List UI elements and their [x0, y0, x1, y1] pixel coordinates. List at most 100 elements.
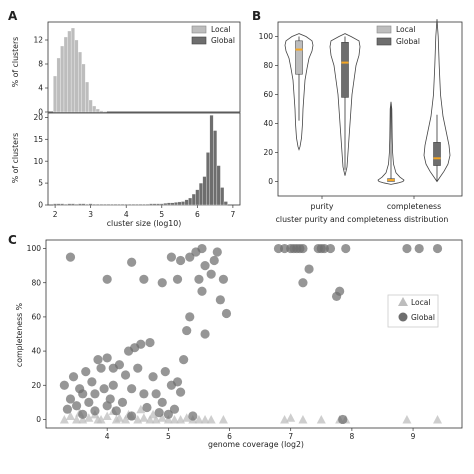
legend-global-swatch — [376, 37, 392, 46]
histogram-bar — [95, 108, 100, 113]
histogram-bar — [223, 201, 228, 206]
global-point — [139, 389, 149, 399]
panel-c-letter: C — [8, 233, 17, 247]
global-point — [84, 397, 94, 407]
violin-iqr-box — [341, 42, 349, 98]
histogram-bar — [60, 45, 65, 113]
panel-a-letter: A — [8, 9, 18, 23]
global-point — [200, 329, 210, 339]
x-tick-label: 8 — [349, 432, 354, 441]
histogram-bar — [85, 81, 90, 113]
local-point — [59, 414, 69, 424]
panel-a-xlabel: cluster size (log10) — [107, 219, 181, 228]
histogram-bar — [70, 27, 75, 113]
y-tick-label: 20 — [263, 148, 273, 157]
histogram-bar — [78, 203, 82, 206]
legend-local-label: Local — [396, 25, 415, 34]
x-tick-label: 7 — [288, 432, 293, 441]
panel-a-top-ylabel: % of clusters — [11, 37, 20, 87]
panel-a-bottom-axes: 0 5 10 15 20 2 3 4 5 6 7 — [33, 112, 241, 219]
legend-global-label: Global — [411, 313, 435, 322]
global-point — [65, 252, 76, 262]
histogram-bar — [102, 203, 107, 206]
local-point — [298, 414, 308, 424]
histogram-bar — [131, 203, 136, 206]
global-point — [151, 389, 161, 399]
panel-a: 0 4 8 12 0 5 10 15 20 2 3 4 5 6 7 % of clusters % of … — [11, 21, 241, 228]
y-tick-label: 60 — [263, 90, 273, 99]
global-point — [221, 308, 232, 319]
panel-c-legend: Local Global — [387, 294, 439, 328]
global-point — [127, 411, 137, 421]
local-point — [169, 414, 179, 424]
global-point — [197, 243, 207, 254]
global-point — [338, 414, 348, 425]
panel-b-legend: Local Global — [376, 25, 420, 46]
histogram-bar — [220, 187, 225, 206]
histogram-bar — [202, 176, 207, 206]
global-point — [154, 408, 164, 418]
histogram-bar — [166, 202, 171, 206]
legend-global-label: Global — [396, 37, 420, 46]
histogram-bar — [113, 203, 118, 206]
histogram-bar — [74, 203, 79, 206]
histogram-bar — [56, 57, 61, 113]
local-point — [121, 414, 131, 424]
y-tick-label: 12 — [33, 36, 43, 45]
global-point — [172, 274, 183, 284]
global-point — [111, 406, 121, 416]
global-point — [166, 252, 177, 262]
local-point — [402, 414, 412, 424]
y-tick-label: 40 — [263, 119, 273, 128]
global-point — [78, 389, 88, 399]
local-point — [182, 413, 192, 422]
panel-c: 0 20 40 60 80 100 4 5 6 7 8 9 completeness % genome… — [15, 239, 463, 449]
panel-c-axes: 0 20 40 60 80 100 4 5 6 7 8 9 — [27, 239, 463, 441]
histogram-bar — [149, 203, 154, 206]
histogram-bar — [142, 203, 146, 206]
y-tick-label: 80 — [263, 61, 273, 70]
panel-c-legend-box — [387, 294, 439, 328]
local-point — [218, 414, 228, 424]
global-point — [90, 406, 100, 416]
legend-global-marker — [398, 312, 408, 322]
histogram-bar — [184, 199, 189, 206]
y-tick-label: 0 — [268, 177, 273, 186]
local-point — [163, 414, 173, 424]
histogram-bar — [174, 202, 178, 206]
histogram-bar — [85, 203, 90, 206]
y-tick-label: 60 — [31, 313, 41, 322]
local-point — [102, 411, 112, 421]
histogram-bar — [53, 203, 58, 206]
local-point — [200, 414, 210, 424]
histogram-bar — [134, 203, 139, 206]
global-point — [148, 372, 158, 382]
global-point — [298, 243, 308, 254]
global-point — [163, 409, 173, 419]
histogram-bar — [156, 203, 161, 206]
local-point — [194, 414, 204, 424]
panel-a-bottom-ylabel: % of clusters — [11, 133, 20, 183]
y-tick-label: 0 — [38, 108, 43, 117]
global-point — [133, 363, 143, 373]
legend-local-marker — [398, 297, 408, 306]
plot-area — [45, 239, 463, 429]
local-point — [114, 413, 124, 422]
x-tick-label: 4 — [124, 210, 129, 219]
global-point — [127, 384, 137, 394]
global-point — [139, 274, 149, 284]
legend-local-label: Local — [411, 298, 430, 307]
histogram-bar — [67, 30, 72, 113]
histogram-bar — [74, 39, 79, 113]
legend-global-label: Global — [211, 36, 235, 45]
global-point — [68, 372, 79, 382]
local-point — [433, 414, 443, 424]
y-tick-label: 100 — [27, 244, 42, 253]
global-point — [96, 363, 106, 373]
global-point — [218, 274, 229, 284]
y-tick-label: 4 — [38, 84, 43, 93]
histogram-bar — [120, 203, 125, 206]
global-point — [194, 274, 204, 284]
y-tick-label: 8 — [38, 60, 43, 69]
y-tick-label: 100 — [259, 32, 274, 41]
